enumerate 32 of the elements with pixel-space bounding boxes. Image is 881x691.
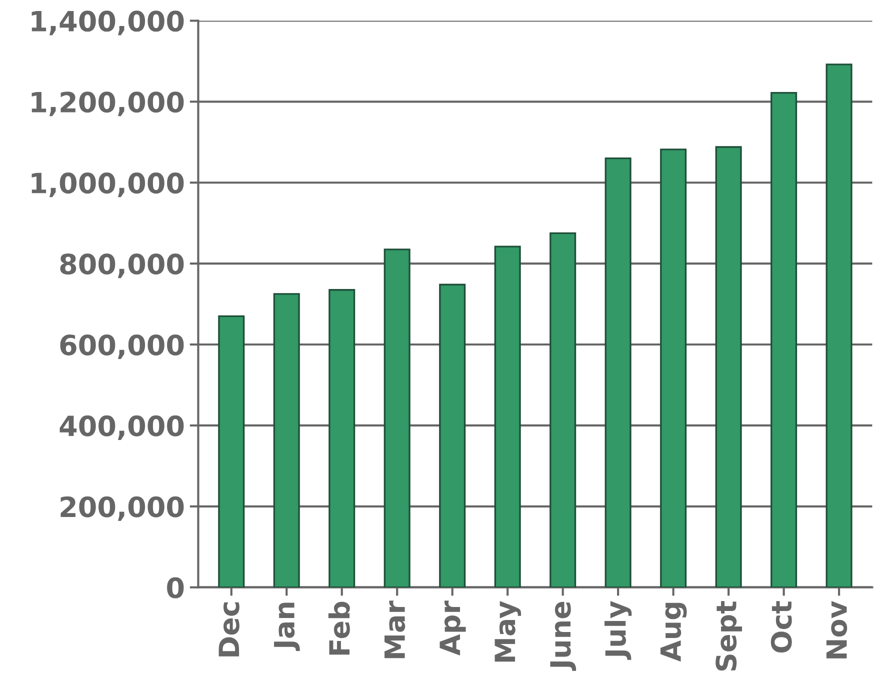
x-tick-label: Apr [440,600,466,656]
bar [770,92,798,588]
y-tick-label: 200,000 [60,496,184,521]
bar [439,284,466,588]
bar [328,289,356,588]
y-tick-label: 1,000,000 [32,172,184,198]
bar [660,148,687,588]
y-tick-label: 800,000 [60,254,184,278]
x-tick-label: June [550,602,576,671]
bar [494,246,521,588]
x-tick-label: Mar [384,600,406,658]
x-tick-label: Jan [274,602,300,651]
y-tick-label: 1,400,000 [32,10,184,36]
bar [218,315,245,588]
y-tick-label: 1,200,000 [32,92,184,116]
x-tick-label: May [494,601,522,662]
x-tick-label: Feb [328,602,350,655]
bar [273,293,300,588]
bar [715,146,742,588]
bar [550,232,576,588]
x-tick-label: Oct [770,601,792,653]
x-tick-label: Sept [716,601,742,671]
bar [604,158,632,588]
y-tick-label: 400,000 [60,415,184,440]
x-tick-label: July [604,601,632,660]
bar [826,64,852,588]
y-tick-label: 0 [167,577,184,598]
x-tick-label: Dec [218,602,240,656]
y-tick-label: 600,000 [60,334,184,360]
x-tick-label: Aug [660,602,687,662]
bar [384,248,410,588]
x-tick-label: Nov [826,600,848,658]
